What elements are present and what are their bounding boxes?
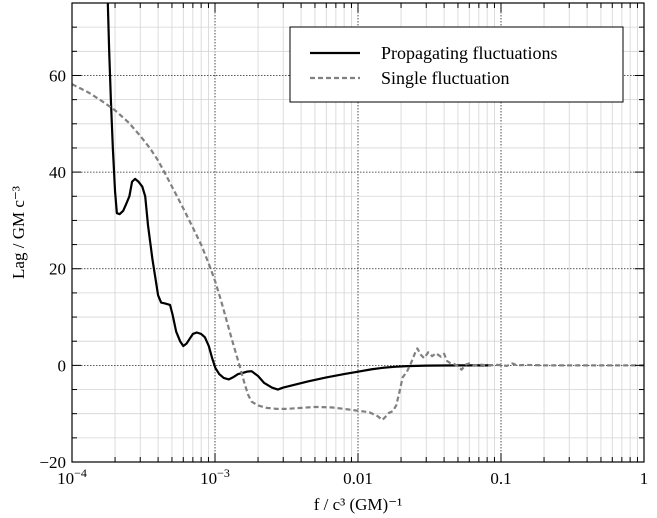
legend: Propagating fluctuations Single fluctuat…: [289, 26, 624, 103]
series-line-propagating: [106, 3, 491, 391]
x-axis-label: f / c³ (GM)⁻¹: [314, 495, 403, 514]
y-tick-label: 40: [49, 163, 66, 182]
x-tick-label: 0.1: [490, 469, 511, 488]
y-tick-label: 60: [49, 66, 66, 85]
legend-label-single: Single fluctuation: [381, 68, 509, 88]
x-tick-label: 10−4: [57, 466, 87, 488]
series-lines: [72, 3, 644, 422]
x-tick-label: 1: [640, 469, 649, 488]
legend-box: [289, 26, 624, 103]
y-tick-label: −20: [39, 453, 66, 472]
series-line-single: [72, 83, 644, 422]
y-axis-label: Lag / GM c⁻³: [9, 186, 28, 279]
y-tick-label: 0: [58, 356, 67, 375]
x-tick-label: 0.01: [343, 469, 373, 488]
tick-labels: 10−4 10−3 0.01 0.1 1 −20 0 20 40 60: [39, 66, 648, 488]
x-tick-label: 10−3: [200, 466, 230, 488]
axis-ticks: [72, 2, 644, 463]
y-tick-label: 20: [49, 260, 66, 279]
legend-label-propagating: Propagating fluctuations: [381, 43, 557, 63]
